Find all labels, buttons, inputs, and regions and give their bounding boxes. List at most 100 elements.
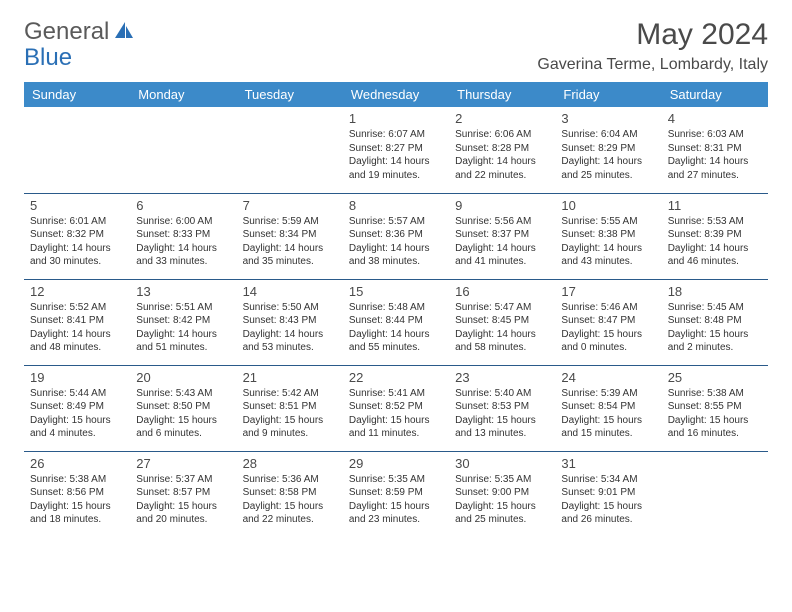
calendar-cell: 22 Sunrise: 5:41 AMSunset: 8:52 PMDayligh… xyxy=(343,365,449,451)
brand-part1: General xyxy=(24,18,109,46)
day-number: 21 xyxy=(243,370,337,385)
day-number: 23 xyxy=(455,370,549,385)
day-header: Wednesday xyxy=(343,82,449,107)
calendar-cell: 2 Sunrise: 6:06 AMSunset: 8:28 PMDaylight… xyxy=(449,107,555,193)
brand-logo: General xyxy=(24,18,137,46)
calendar-cell: 9 Sunrise: 5:56 AMSunset: 8:37 PMDaylight… xyxy=(449,193,555,279)
day-header: Saturday xyxy=(662,82,768,107)
calendar-cell xyxy=(24,107,130,193)
calendar-cell: 7Sunrise: 5:59 AMSunset: 8:34 PMDaylight… xyxy=(237,193,343,279)
day-details: Sunrise: 5:43 AMSunset: 8:50 PMDaylight:… xyxy=(136,387,230,441)
day-details: Sunrise: 5:55 AMSunset: 8:38 PMDaylight:… xyxy=(561,215,655,269)
calendar-cell xyxy=(130,107,236,193)
day-number: 4 xyxy=(668,111,762,126)
day-number: 27 xyxy=(136,456,230,471)
day-details: Sunrise: 5:38 AMSunset: 8:56 PMDaylight:… xyxy=(30,473,124,527)
day-details: Sunrise: 5:44 AMSunset: 8:49 PMDaylight:… xyxy=(30,387,124,441)
day-number: 3 xyxy=(561,111,655,126)
calendar-cell: 10 Sunrise: 5:55 AMSunset: 8:38 PMDayligh… xyxy=(555,193,661,279)
day-details: Sunrise: 5:40 AMSunset: 8:53 PMDaylight:… xyxy=(455,387,549,441)
day-number: 13 xyxy=(136,284,230,299)
day-details: Sunrise: 5:56 AMSunset: 8:37 PMDaylight:… xyxy=(455,215,549,269)
calendar-cell: 14 Sunrise: 5:50 AMSunset: 8:43 PMDayligh… xyxy=(237,279,343,365)
day-details: Sunrise: 5:38 AMSunset: 8:55 PMDaylight:… xyxy=(668,387,762,441)
day-details: Sunrise: 5:50 AMSunset: 8:43 PMDaylight:… xyxy=(243,301,337,355)
calendar-cell: 12Sunrise: 5:52 AMSunset: 8:41 PMDayligh… xyxy=(24,279,130,365)
calendar-body: 1Sunrise: 6:07 AMSunset: 8:27 PMDaylight… xyxy=(24,107,768,537)
day-header: Friday xyxy=(555,82,661,107)
day-details: Sunrise: 6:00 AMSunset: 8:33 PMDaylight:… xyxy=(136,215,230,269)
day-header: Monday xyxy=(130,82,236,107)
brand-part2: Blue xyxy=(24,44,72,71)
calendar-cell: 20 Sunrise: 5:43 AMSunset: 8:50 PMDayligh… xyxy=(130,365,236,451)
day-details: Sunrise: 5:35 AMSunset: 8:59 PMDaylight:… xyxy=(349,473,443,527)
calendar-cell: 29Sunrise: 5:35 AMSunset: 8:59 PMDayligh… xyxy=(343,451,449,537)
calendar-week-row: 19Sunrise: 5:44 AMSunset: 8:49 PMDayligh… xyxy=(24,365,768,451)
day-number: 26 xyxy=(30,456,124,471)
day-number: 31 xyxy=(561,456,655,471)
day-number: 9 xyxy=(455,198,549,213)
title-block: May 2024 Gaverina Terme, Lombardy, Italy xyxy=(537,18,768,74)
day-details: Sunrise: 5:42 AMSunset: 8:51 PMDaylight:… xyxy=(243,387,337,441)
day-details: Sunrise: 5:36 AMSunset: 8:58 PMDaylight:… xyxy=(243,473,337,527)
day-number: 28 xyxy=(243,456,337,471)
calendar-cell: 25 Sunrise: 5:38 AMSunset: 8:55 PMDayligh… xyxy=(662,365,768,451)
calendar-cell: 17 Sunrise: 5:46 AMSunset: 8:47 PMDayligh… xyxy=(555,279,661,365)
day-number: 5 xyxy=(30,198,124,213)
day-number: 20 xyxy=(136,370,230,385)
day-number: 2 xyxy=(455,111,549,126)
calendar-cell: 31 Sunrise: 5:34 AMSunset: 9:01 PMDayligh… xyxy=(555,451,661,537)
calendar-cell: 11Sunrise: 5:53 AMSunset: 8:39 PMDayligh… xyxy=(662,193,768,279)
calendar-cell: 21 Sunrise: 5:42 AMSunset: 8:51 PMDayligh… xyxy=(237,365,343,451)
day-details: Sunrise: 5:39 AMSunset: 8:54 PMDaylight:… xyxy=(561,387,655,441)
calendar-cell: 4 Sunrise: 6:03 AMSunset: 8:31 PMDaylight… xyxy=(662,107,768,193)
calendar-cell: 18Sunrise: 5:45 AMSunset: 8:48 PMDayligh… xyxy=(662,279,768,365)
location-subtitle: Gaverina Terme, Lombardy, Italy xyxy=(537,56,768,74)
calendar-week-row: 26 Sunrise: 5:38 AMSunset: 8:56 PMDayligh… xyxy=(24,451,768,537)
day-number: 22 xyxy=(349,370,443,385)
calendar-week-row: 12Sunrise: 5:52 AMSunset: 8:41 PMDayligh… xyxy=(24,279,768,365)
day-number: 11 xyxy=(668,198,762,213)
day-details: Sunrise: 6:01 AMSunset: 8:32 PMDaylight:… xyxy=(30,215,124,269)
day-number: 10 xyxy=(561,198,655,213)
calendar-cell xyxy=(237,107,343,193)
calendar-cell: 30Sunrise: 5:35 AMSunset: 9:00 PMDayligh… xyxy=(449,451,555,537)
day-number: 17 xyxy=(561,284,655,299)
calendar-cell: 19Sunrise: 5:44 AMSunset: 8:49 PMDayligh… xyxy=(24,365,130,451)
calendar-cell: 5 Sunrise: 6:01 AMSunset: 8:32 PMDaylight… xyxy=(24,193,130,279)
calendar-cell: 13 Sunrise: 5:51 AMSunset: 8:42 PMDayligh… xyxy=(130,279,236,365)
calendar-cell: 23 Sunrise: 5:40 AMSunset: 8:53 PMDayligh… xyxy=(449,365,555,451)
day-details: Sunrise: 5:51 AMSunset: 8:42 PMDaylight:… xyxy=(136,301,230,355)
day-number: 30 xyxy=(455,456,549,471)
day-details: Sunrise: 6:06 AMSunset: 8:28 PMDaylight:… xyxy=(455,128,549,182)
calendar-cell: 1Sunrise: 6:07 AMSunset: 8:27 PMDaylight… xyxy=(343,107,449,193)
calendar-cell: 8Sunrise: 5:57 AMSunset: 8:36 PMDaylight… xyxy=(343,193,449,279)
brand-part2-wrap: Blue xyxy=(24,44,72,72)
day-details: Sunrise: 6:03 AMSunset: 8:31 PMDaylight:… xyxy=(668,128,762,182)
day-details: Sunrise: 5:46 AMSunset: 8:47 PMDaylight:… xyxy=(561,301,655,355)
calendar-cell xyxy=(662,451,768,537)
month-title: May 2024 xyxy=(537,18,768,52)
day-number: 6 xyxy=(136,198,230,213)
calendar-cell: 15Sunrise: 5:48 AMSunset: 8:44 PMDayligh… xyxy=(343,279,449,365)
day-details: Sunrise: 5:34 AMSunset: 9:01 PMDaylight:… xyxy=(561,473,655,527)
day-header: Sunday xyxy=(24,82,130,107)
day-details: Sunrise: 5:52 AMSunset: 8:41 PMDaylight:… xyxy=(30,301,124,355)
day-number: 25 xyxy=(668,370,762,385)
day-details: Sunrise: 5:57 AMSunset: 8:36 PMDaylight:… xyxy=(349,215,443,269)
day-details: Sunrise: 6:07 AMSunset: 8:27 PMDaylight:… xyxy=(349,128,443,182)
day-header: Thursday xyxy=(449,82,555,107)
day-number: 15 xyxy=(349,284,443,299)
day-details: Sunrise: 5:41 AMSunset: 8:52 PMDaylight:… xyxy=(349,387,443,441)
calendar-cell: 27 Sunrise: 5:37 AMSunset: 8:57 PMDayligh… xyxy=(130,451,236,537)
day-details: Sunrise: 5:37 AMSunset: 8:57 PMDaylight:… xyxy=(136,473,230,527)
calendar-cell: 28 Sunrise: 5:36 AMSunset: 8:58 PMDayligh… xyxy=(237,451,343,537)
day-number: 7 xyxy=(243,198,337,213)
day-details: Sunrise: 6:04 AMSunset: 8:29 PMDaylight:… xyxy=(561,128,655,182)
calendar-cell: 26 Sunrise: 5:38 AMSunset: 8:56 PMDayligh… xyxy=(24,451,130,537)
day-number: 14 xyxy=(243,284,337,299)
day-header: Tuesday xyxy=(237,82,343,107)
day-details: Sunrise: 5:47 AMSunset: 8:45 PMDaylight:… xyxy=(455,301,549,355)
day-number: 18 xyxy=(668,284,762,299)
calendar-week-row: 1Sunrise: 6:07 AMSunset: 8:27 PMDaylight… xyxy=(24,107,768,193)
